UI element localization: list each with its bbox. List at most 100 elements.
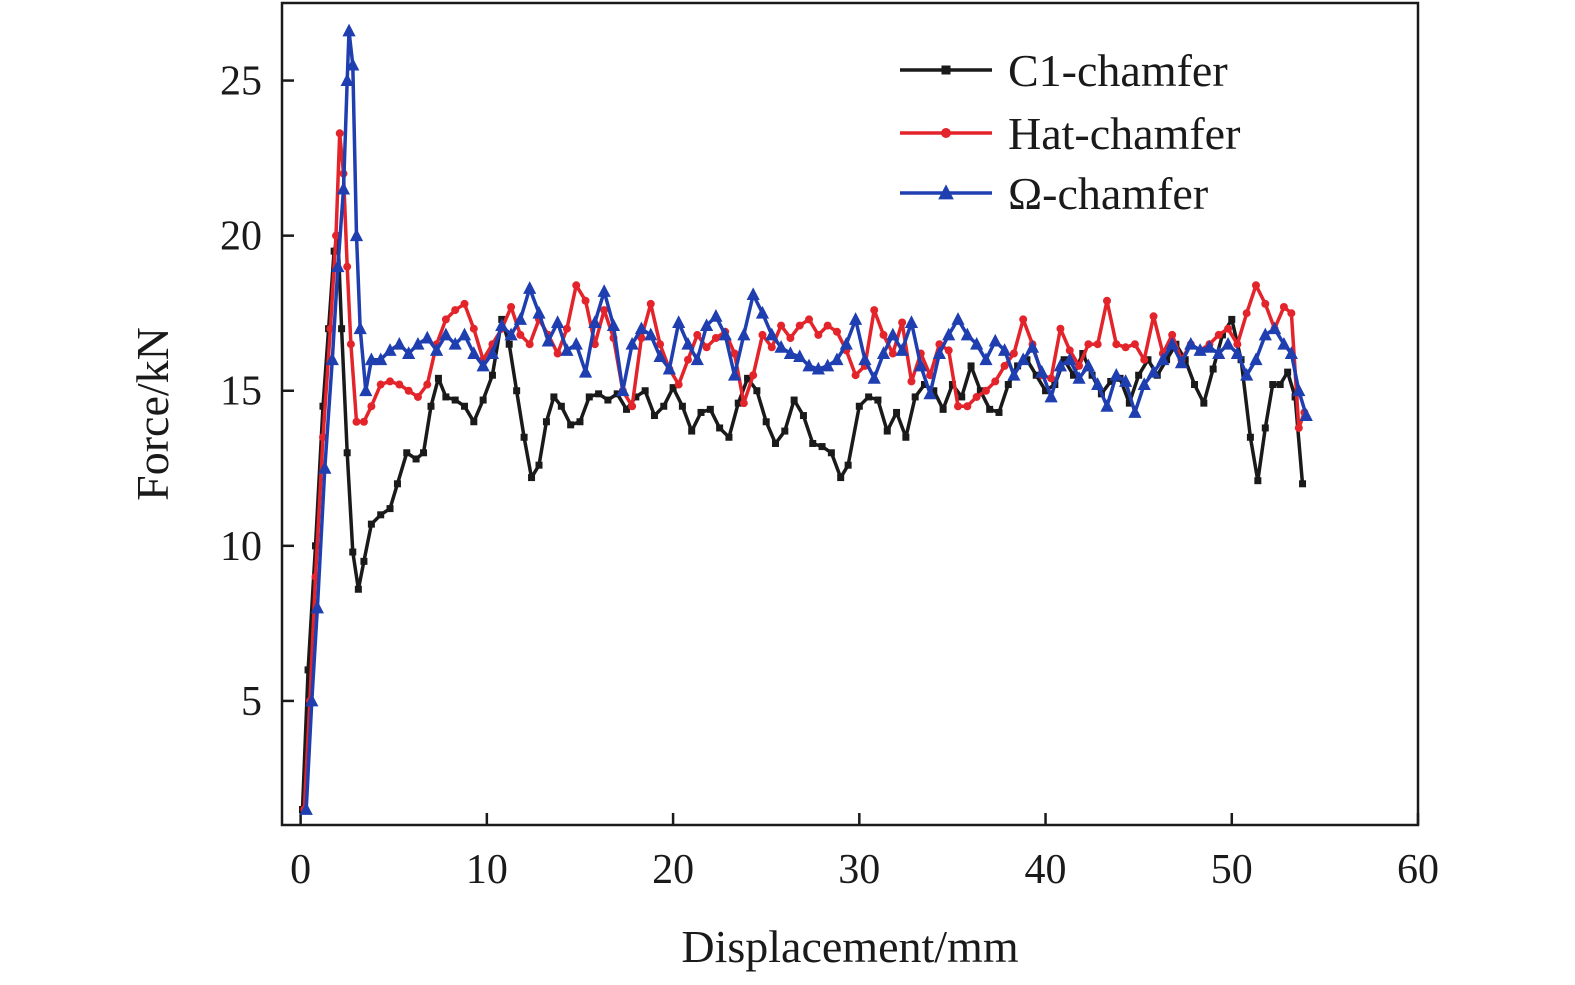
data-point xyxy=(1284,368,1292,376)
data-point xyxy=(898,318,907,327)
data-point xyxy=(1146,364,1161,378)
data-point xyxy=(451,306,460,315)
data-point xyxy=(442,393,450,401)
data-point xyxy=(1242,309,1251,318)
data-point xyxy=(403,449,411,457)
data-point xyxy=(693,330,702,339)
data-point xyxy=(690,352,704,366)
data-point xyxy=(795,321,804,330)
data-point xyxy=(641,387,649,395)
data-point xyxy=(613,390,621,398)
data-point xyxy=(1121,343,1130,352)
data-point xyxy=(893,408,901,416)
data-point xyxy=(523,281,537,294)
data-point xyxy=(637,334,646,343)
data-point xyxy=(1119,374,1133,387)
data-point xyxy=(839,336,853,350)
data-point xyxy=(1279,302,1288,311)
x-axis-title: Displacement/mm xyxy=(681,921,1018,972)
data-point xyxy=(359,417,368,426)
data-point xyxy=(772,439,780,447)
data-point xyxy=(749,371,758,380)
data-point xyxy=(338,325,346,333)
data-point xyxy=(911,393,919,401)
y-tick-label: 20 xyxy=(220,214,262,260)
data-point xyxy=(1209,365,1217,373)
data-point xyxy=(781,427,789,435)
data-point xyxy=(1249,352,1263,366)
data-point xyxy=(709,309,723,322)
data-point xyxy=(305,693,319,707)
data-point xyxy=(606,318,621,332)
data-point xyxy=(1100,398,1114,412)
data-point xyxy=(1091,377,1105,390)
data-point xyxy=(628,402,637,411)
data-point xyxy=(461,402,469,410)
data-point xyxy=(1174,355,1189,369)
data-point xyxy=(644,327,658,341)
data-point xyxy=(942,327,956,341)
data-point xyxy=(809,439,817,447)
data-point xyxy=(1165,336,1179,350)
data-point xyxy=(448,336,462,350)
data-point xyxy=(646,299,655,308)
data-point xyxy=(616,383,630,397)
data-point xyxy=(1200,399,1208,407)
data-point xyxy=(930,387,938,395)
data-point xyxy=(837,474,845,482)
data-point xyxy=(1221,336,1235,350)
data-point xyxy=(1233,340,1242,349)
data-point xyxy=(744,374,752,382)
data-point xyxy=(1228,315,1236,323)
data-point xyxy=(525,340,534,349)
data-point xyxy=(1214,330,1223,339)
data-point xyxy=(457,327,472,341)
data-point xyxy=(725,433,733,441)
data-point xyxy=(746,287,760,301)
data-point xyxy=(802,358,816,372)
data-point xyxy=(1060,356,1068,364)
data-point xyxy=(1102,296,1111,305)
data-point xyxy=(542,418,550,426)
data-point xyxy=(304,666,312,674)
data-point xyxy=(767,343,776,352)
data-point xyxy=(1224,324,1233,333)
x-tick-label: 40 xyxy=(1025,847,1067,893)
data-point xyxy=(1246,433,1254,441)
data-point xyxy=(505,340,513,348)
data-point xyxy=(870,306,879,315)
data-point xyxy=(1035,364,1049,378)
data-point xyxy=(1081,358,1095,372)
data-point xyxy=(1268,321,1282,335)
data-point xyxy=(991,377,1000,386)
data-point xyxy=(386,505,394,513)
series-layer xyxy=(298,23,1313,815)
data-point xyxy=(941,128,951,138)
data-point xyxy=(656,340,665,349)
data-point xyxy=(346,57,360,71)
data-point xyxy=(755,305,770,319)
x-axis: 0 10 20 30 40 50 60 xyxy=(290,813,1439,893)
data-point xyxy=(367,402,376,411)
data-point xyxy=(1128,405,1142,418)
data-point xyxy=(553,349,562,358)
x-tick-label: 0 xyxy=(290,847,311,893)
data-point xyxy=(404,386,413,395)
data-point xyxy=(367,520,375,528)
data-point xyxy=(340,73,354,86)
data-point xyxy=(653,349,667,363)
data-point xyxy=(600,306,609,315)
data-point xyxy=(354,585,362,593)
data-point xyxy=(420,330,434,344)
data-point xyxy=(342,23,356,37)
data-point xyxy=(1007,367,1021,381)
data-point xyxy=(951,312,965,325)
data-point xyxy=(914,358,928,372)
data-point xyxy=(963,402,972,411)
data-point xyxy=(1069,371,1077,379)
data-point xyxy=(1258,327,1272,341)
data-point xyxy=(336,181,351,195)
data-point xyxy=(623,405,631,413)
data-point xyxy=(739,399,748,408)
